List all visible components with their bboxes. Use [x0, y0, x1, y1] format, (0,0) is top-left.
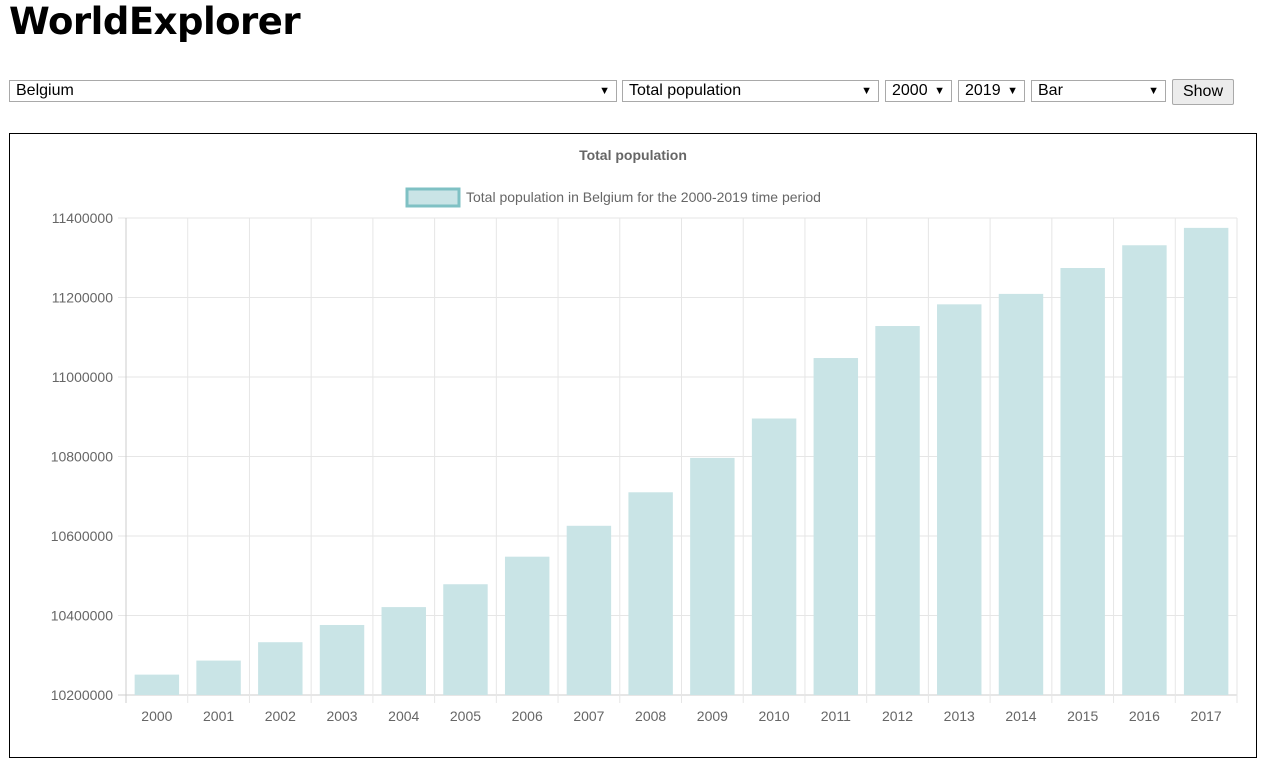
x-tick-label: 2016: [1129, 708, 1160, 724]
chevron-down-icon: ▼: [1148, 85, 1159, 97]
app-title: WorldExplorer: [9, 0, 301, 43]
bar: [566, 525, 612, 695]
x-tick-label: 2005: [450, 708, 481, 724]
legend-swatch: [405, 187, 461, 208]
chart-container: Total population Total population in Bel…: [9, 133, 1257, 758]
start-year-select[interactable]: 2000 ▼: [885, 80, 952, 102]
start-year-select-value: 2000: [892, 82, 928, 99]
chevron-down-icon: ▼: [1007, 85, 1018, 97]
chart-type-select-value: Bar: [1038, 82, 1063, 99]
chevron-down-icon: ▼: [861, 85, 872, 97]
legend-label[interactable]: Total population in Belgium for the 2000…: [466, 189, 821, 205]
bar: [1060, 268, 1105, 695]
chart-type-select[interactable]: Bar ▼: [1031, 80, 1166, 102]
x-tick-label: 2004: [388, 708, 419, 724]
bar: [875, 326, 920, 695]
x-tick-label: 2011: [821, 708, 851, 724]
y-tick-label: 11400000: [52, 210, 113, 226]
bar: [319, 624, 365, 695]
x-tick-label: 2015: [1067, 708, 1098, 724]
y-tick-label: 11000000: [52, 369, 113, 385]
chart-title: Total population: [579, 147, 687, 163]
show-button[interactable]: Show: [1172, 79, 1234, 105]
indicator-select-value: Total population: [629, 82, 742, 99]
bar: [751, 418, 797, 695]
x-tick-label: 2017: [1191, 708, 1222, 724]
y-tick-label: 11200000: [52, 290, 113, 306]
x-tick-label: 2001: [203, 708, 234, 724]
x-tick-label: 2010: [759, 708, 790, 724]
bar: [196, 660, 241, 695]
bar: [1183, 227, 1229, 695]
bar: [998, 293, 1044, 695]
x-tick-label: 2008: [635, 708, 666, 724]
end-year-select[interactable]: 2019 ▼: [958, 80, 1025, 102]
x-tick-label: 2006: [512, 708, 543, 724]
chevron-down-icon: ▼: [599, 85, 610, 97]
y-tick-label: 10200000: [51, 687, 114, 703]
bar: [1122, 245, 1167, 695]
bar: [937, 304, 982, 695]
x-tick-label: 2014: [1005, 708, 1036, 724]
y-tick-label: 10800000: [51, 449, 114, 465]
indicator-select[interactable]: Total population ▼: [622, 80, 879, 102]
x-tick-label: 2002: [265, 708, 296, 724]
y-tick-label: 10600000: [51, 528, 114, 544]
end-year-select-value: 2019: [965, 82, 1001, 99]
bar: [690, 457, 735, 695]
bar: [504, 556, 550, 695]
country-select[interactable]: Belgium ▼: [9, 80, 617, 102]
country-select-value: Belgium: [16, 82, 74, 99]
bar: [443, 584, 488, 695]
y-tick-label: 10400000: [51, 608, 114, 624]
x-tick-label: 2003: [326, 708, 357, 724]
x-tick-label: 2013: [944, 708, 975, 724]
bar: [258, 642, 303, 695]
x-tick-label: 2012: [882, 708, 913, 724]
bar: [381, 607, 426, 695]
x-tick-label: 2000: [141, 708, 172, 724]
chevron-down-icon: ▼: [934, 85, 945, 97]
bar: [813, 358, 859, 695]
x-tick-label: 2009: [697, 708, 728, 724]
bar: [628, 492, 673, 695]
x-tick-label: 2007: [573, 708, 604, 724]
bar: [134, 674, 180, 695]
bar-chart: Total population Total population in Bel…: [51, 147, 1238, 724]
